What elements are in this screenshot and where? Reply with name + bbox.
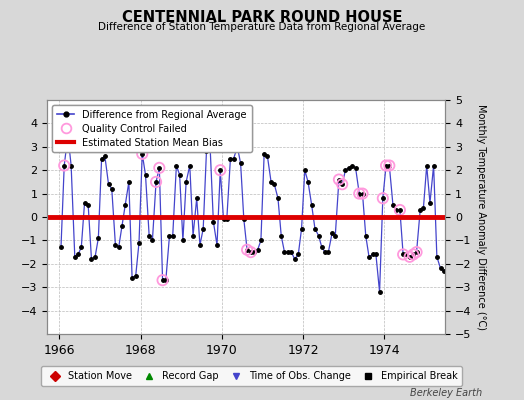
Point: [358, 190, 367, 197]
Point: [355, 190, 364, 197]
Point: [158, 277, 167, 283]
Text: Berkeley Earth: Berkeley Earth: [410, 388, 482, 398]
Point: [155, 165, 163, 171]
Text: Difference of Station Temperature Data from Regional Average: Difference of Station Temperature Data f…: [99, 22, 425, 32]
Text: CENTENNIAL PARK ROUND HOUSE: CENTENNIAL PARK ROUND HOUSE: [122, 10, 402, 25]
Point: [399, 251, 407, 258]
Legend: Difference from Regional Average, Quality Control Failed, Estimated Station Mean: Difference from Regional Average, Qualit…: [52, 105, 252, 152]
Point: [379, 195, 387, 202]
Point: [409, 251, 418, 258]
Y-axis label: Monthly Temperature Anomaly Difference (°C): Monthly Temperature Anomaly Difference (…: [476, 104, 486, 330]
Point: [138, 151, 146, 157]
Point: [335, 176, 343, 183]
Point: [152, 179, 160, 185]
Point: [406, 254, 414, 260]
Point: [64, 132, 72, 138]
Point: [243, 246, 252, 253]
Point: [60, 162, 69, 169]
Point: [412, 249, 421, 255]
Point: [247, 249, 255, 255]
Point: [382, 162, 390, 169]
Legend: Station Move, Record Gap, Time of Obs. Change, Empirical Break: Station Move, Record Gap, Time of Obs. C…: [41, 366, 462, 386]
Point: [216, 167, 224, 174]
Point: [385, 162, 394, 169]
Point: [338, 181, 346, 188]
Point: [396, 207, 404, 213]
